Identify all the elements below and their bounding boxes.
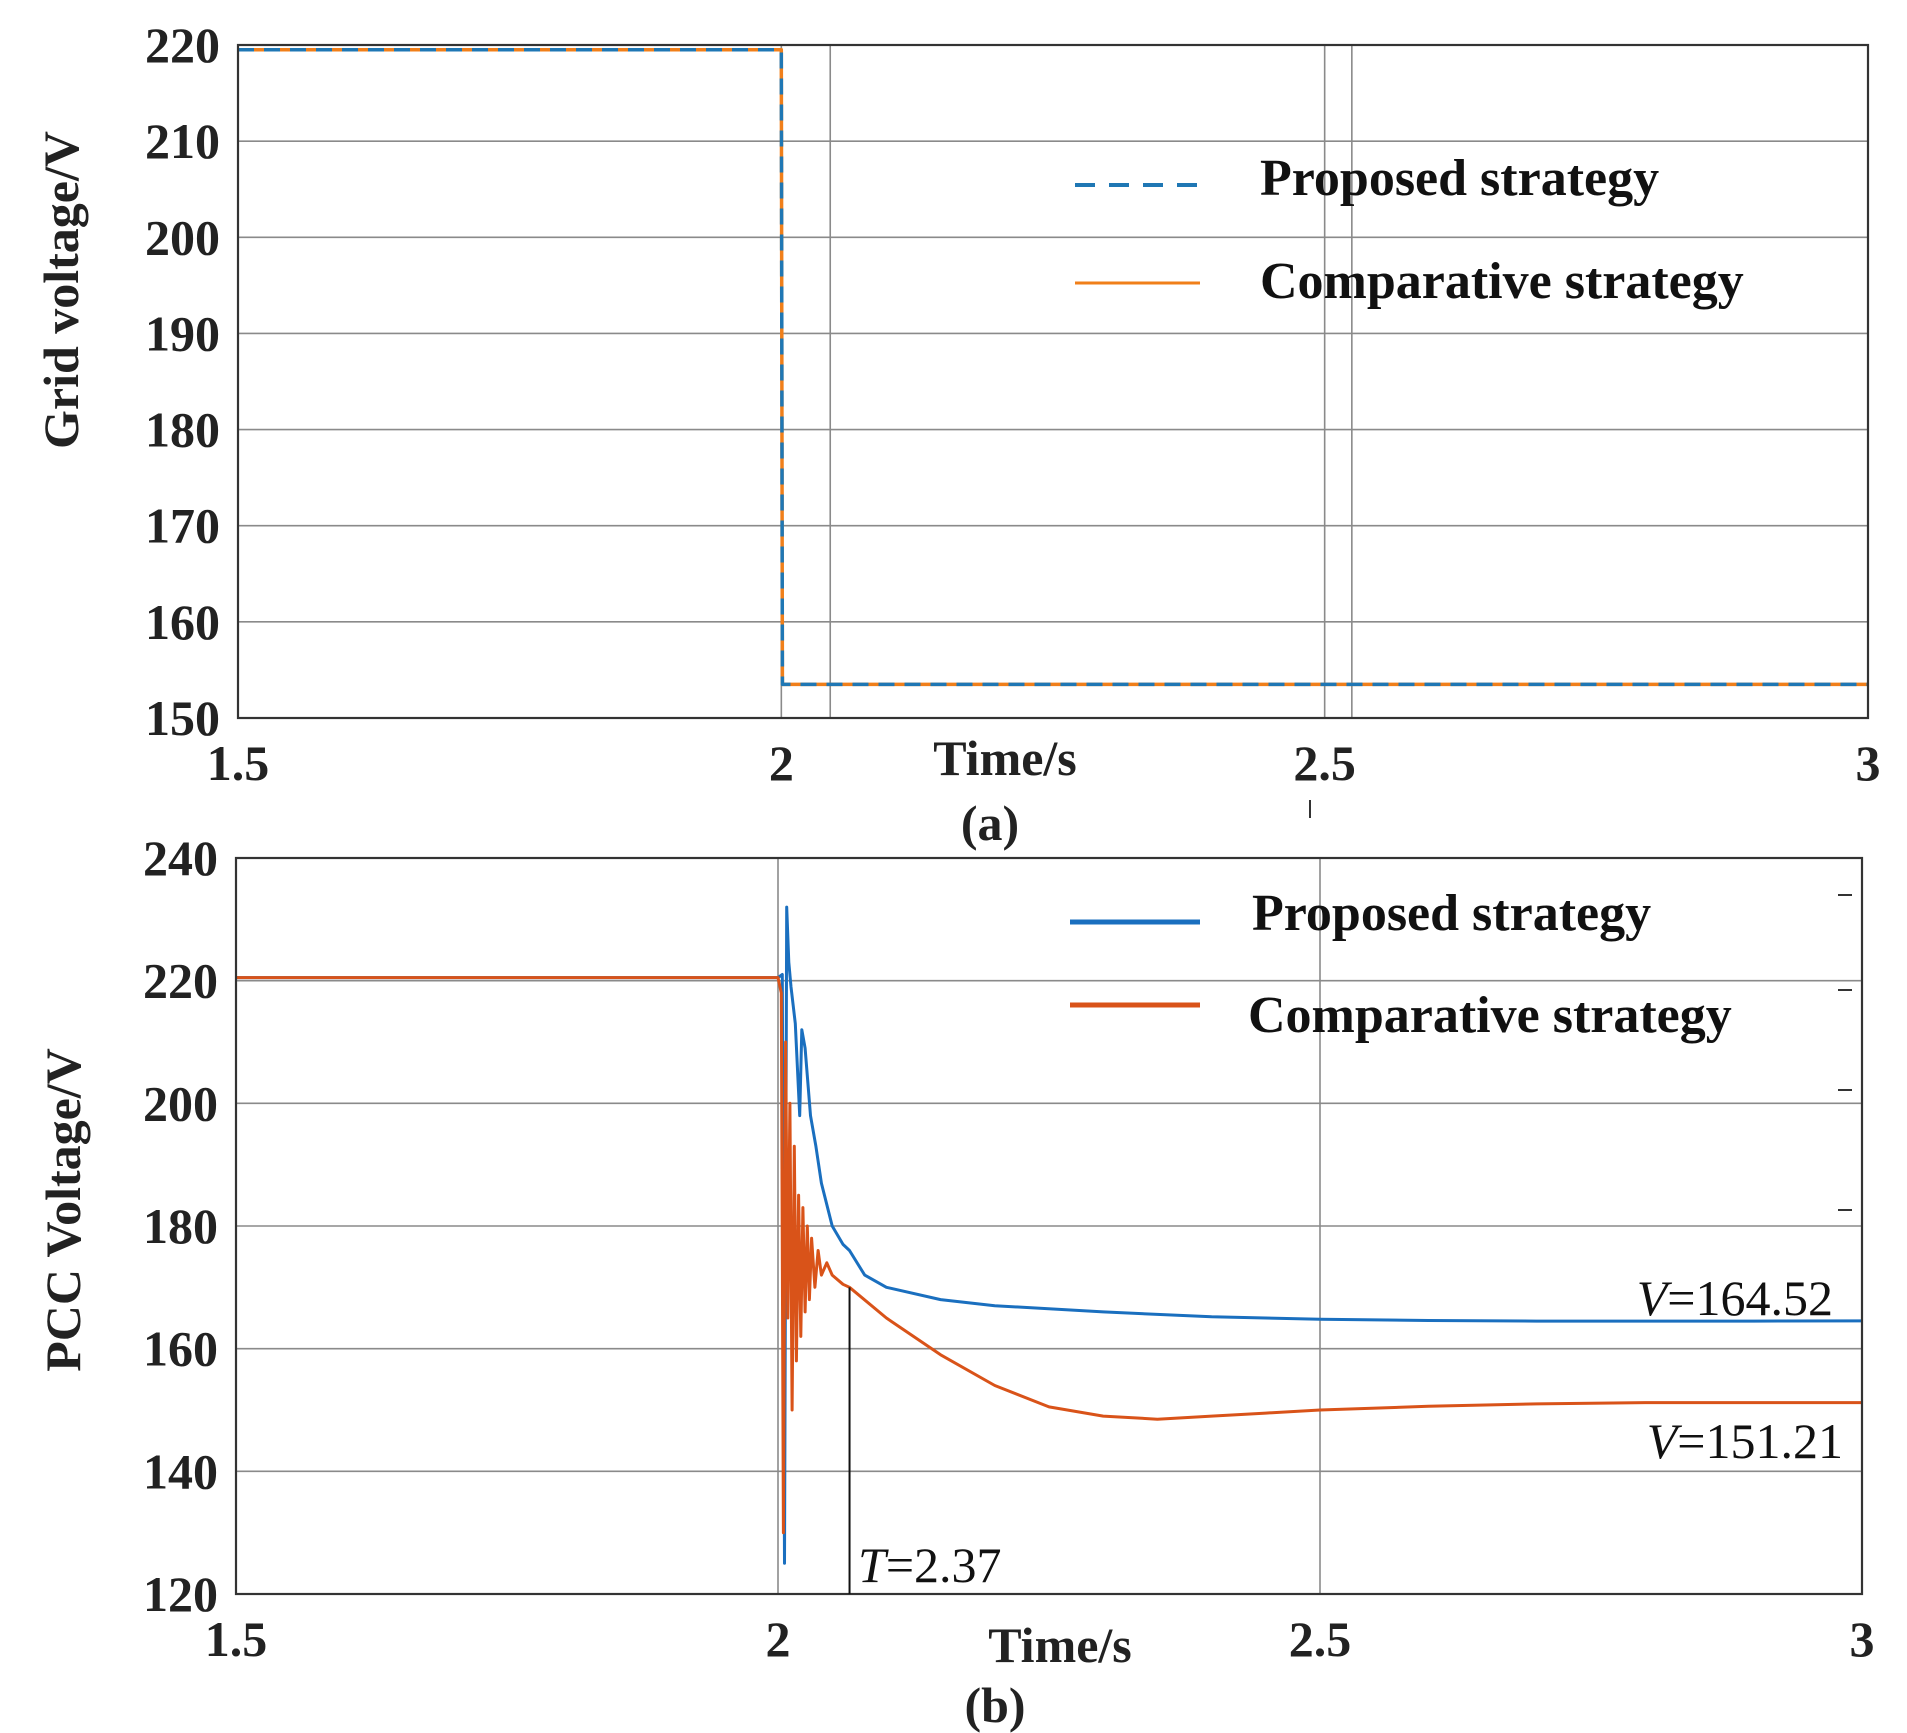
chart-panel-b: 120 140 160 180 200 220 240 1.5 2 2.5 3 PCC Volta… xyxy=(35,830,1875,1733)
panel-b-x-tick-labels: 1.5 2 2.5 3 xyxy=(205,1611,1875,1667)
y-tick-label: 160 xyxy=(145,594,220,650)
panel-a-legend: Proposed strategy Comparative strategy xyxy=(1075,150,1744,310)
x-tick-label: 2.5 xyxy=(1289,1611,1352,1667)
x-tick-label: 1.5 xyxy=(207,735,270,791)
series-line-comparative xyxy=(238,48,1868,687)
x-tick-label: 2 xyxy=(766,1611,791,1667)
series-line-proposed xyxy=(236,905,1863,1565)
panel-a-x-axis-label: Time/s xyxy=(933,730,1077,786)
legend-b-comparative-label: Comparative strategy xyxy=(1248,987,1732,1044)
y-tick-label: 190 xyxy=(145,305,220,361)
panel-b-caption: (b) xyxy=(964,1677,1025,1733)
panel-b-y-tick-labels: 120 140 160 180 200 220 240 xyxy=(143,830,218,1622)
panel-b-x-axis-label: Time/s xyxy=(988,1617,1132,1673)
panel-a-plot-frame xyxy=(236,43,1870,720)
panel-a-series xyxy=(238,48,1868,687)
chart-panel-a: 150 160 170 180 190 200 210 220 1.5 2 2.5 3 Grid v… xyxy=(33,17,1881,851)
panel-b-right-ticks xyxy=(1838,894,1852,1211)
annotation-settling-time: T=2.37 xyxy=(858,1537,1002,1593)
panel-a-y-tick-labels: 150 160 170 180 190 200 210 220 xyxy=(145,17,220,746)
panel-a-grid xyxy=(238,45,1868,718)
y-tick-label: 170 xyxy=(145,498,220,554)
x-tick-label: 3 xyxy=(1856,735,1881,791)
y-tick-label: 200 xyxy=(145,209,220,265)
series-line-comparative xyxy=(236,976,1862,1535)
panel-b-plot-frame xyxy=(234,856,1864,1596)
y-tick-label: 180 xyxy=(145,402,220,458)
legend-a-comparative-label: Comparative strategy xyxy=(1260,253,1744,310)
y-tick-label: 140 xyxy=(143,1443,218,1499)
legend-b-proposed-label: Proposed strategy xyxy=(1252,885,1651,942)
x-tick-label: 2.5 xyxy=(1293,735,1356,791)
panel-a-x-tick-labels: 1.5 2 2.5 3 xyxy=(207,735,1881,791)
annotation-comparative-final-value: V=151.21 xyxy=(1647,1413,1843,1469)
y-tick-label: 150 xyxy=(145,690,220,746)
annotation-proposed-final-value: V=164.52 xyxy=(1637,1270,1833,1326)
y-tick-label: 240 xyxy=(143,830,218,886)
panel-b-y-axis-label: PCC Voltage/V xyxy=(35,1048,91,1372)
panel-b-grid xyxy=(236,858,1862,1594)
x-tick-label: 3 xyxy=(1850,1611,1875,1667)
y-tick-label: 160 xyxy=(143,1321,218,1377)
y-tick-label: 120 xyxy=(143,1566,218,1622)
series-line-proposed xyxy=(238,48,1868,687)
y-tick-label: 210 xyxy=(145,113,220,169)
y-tick-label: 180 xyxy=(143,1198,218,1254)
panel-a-y-axis-label: Grid voltage/V xyxy=(33,131,89,449)
panel-b-legend: Proposed strategy Comparative strategy xyxy=(1070,885,1732,1044)
legend-a-proposed-label: Proposed strategy xyxy=(1260,150,1659,207)
y-tick-label: 200 xyxy=(143,1075,218,1131)
panel-a-caption: (a) xyxy=(961,795,1019,851)
x-tick-label: 1.5 xyxy=(205,1611,268,1667)
y-tick-label: 220 xyxy=(143,953,218,1009)
y-tick-label: 220 xyxy=(145,17,220,73)
x-tick-label: 2 xyxy=(769,735,794,791)
panel-b-series xyxy=(236,905,1863,1565)
